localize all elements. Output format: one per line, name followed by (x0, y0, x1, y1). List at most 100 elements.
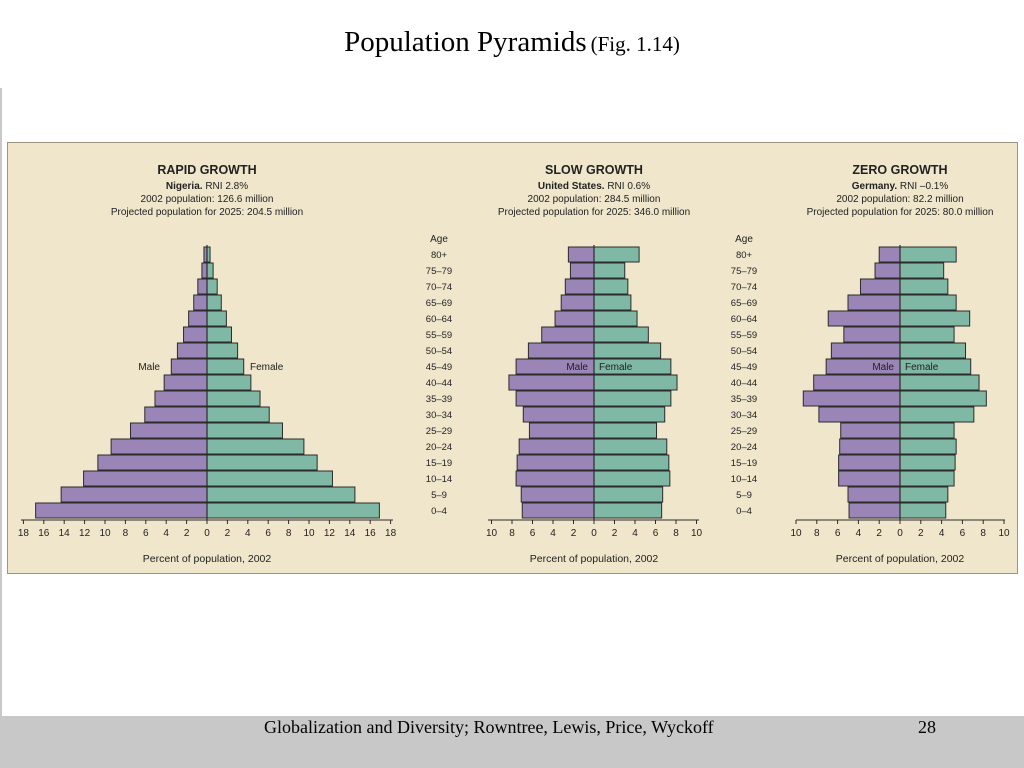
pyramid-3-age-label: 25–29 (731, 426, 757, 437)
pyramid-1-rni: RNI 2.8% (205, 181, 248, 192)
pyramid-3-age-label: 55–59 (731, 330, 757, 341)
pyramid-3-x-tick-label: 4 (856, 528, 862, 539)
pyramid-1-bar-female (206, 470, 333, 487)
pyramid-3-bar-female (899, 262, 945, 279)
slide-title: Population Pyramids (Fig. 1.14) (0, 26, 1024, 59)
pyramid-3-x-tick-label: 10 (998, 528, 1010, 539)
pyramid-2-age-header: Age (430, 234, 448, 245)
pyramid-3-bar-female (899, 438, 957, 455)
pyramid-2-bar-male (515, 390, 595, 407)
pyramid-3-bar-female (899, 422, 955, 439)
pyramid-1-bar-female (206, 262, 214, 279)
pyramid-3-female-label: Female (905, 362, 939, 373)
pyramid-1-projected-2025: Projected population for 2025: 204.5 mil… (111, 207, 303, 218)
pyramid-3-bar-male (818, 406, 901, 423)
pyramid-2-bar-male (518, 438, 595, 455)
pyramid-1-bar-female (206, 406, 270, 423)
pyramid-1-x-tick-label: 6 (265, 528, 271, 539)
pyramid-3-age-label: 80+ (736, 250, 753, 261)
pyramid-3-country: Germany. (852, 181, 900, 192)
pyramid-1-x-tick-label: 12 (79, 528, 91, 539)
pyramid-3-x-tick-label: 6 (960, 528, 966, 539)
pyramid-2-country: United States. (538, 181, 607, 192)
pyramid-3-bar-male (843, 326, 901, 343)
pyramid-2-age-label: 60–64 (426, 314, 452, 325)
pyramid-2-bar-male (554, 310, 595, 327)
pyramid-2-bar-female (593, 310, 638, 327)
pyramid-1-bar-male (154, 390, 208, 407)
pyramid-2-bar-male (516, 454, 595, 471)
pyramid-2-bar-female (593, 326, 649, 343)
pyramid-3-bar-male (874, 262, 901, 279)
pyramid-1-female-label: Female (250, 362, 284, 373)
pyramid-1-population-2002: 2002 population: 126.6 million (141, 194, 274, 205)
pyramid-1-bar-male (188, 310, 208, 327)
pyramid-2-bar-male (522, 406, 595, 423)
pyramid-2-bar-female (593, 422, 658, 439)
slide-title-text: Population Pyramids (344, 26, 587, 58)
pyramid-3-bar-male (838, 470, 901, 487)
pyramid-2-age-label: 65–69 (426, 298, 452, 309)
pyramid-3-age-header: Age (735, 234, 753, 245)
pyramid-3-bar-male (847, 486, 901, 503)
pyramid-2-bar-female (593, 262, 626, 279)
pyramid-1-bar-female (206, 422, 283, 439)
pyramid-1-bar-male (201, 262, 208, 279)
pyramid-3-age-label: 40–44 (731, 378, 757, 389)
pyramid-2-age-label: 15–19 (426, 458, 452, 469)
pyramid-1-bar-female (206, 374, 252, 391)
pyramid-3-bar-female (899, 278, 949, 295)
pyramid-1-male-label: Male (138, 362, 160, 373)
pyramid-1-x-tick-label: 12 (324, 528, 336, 539)
pyramid-2-bar-female (593, 294, 632, 311)
pyramid-3-age-label: 30–34 (731, 410, 757, 421)
pyramid-3-bar-male (847, 294, 901, 311)
pyramid-1-bar-female (206, 486, 356, 503)
pyramid-2-bar-male (521, 502, 595, 519)
pyramid-3-bar-female (899, 246, 957, 263)
slide-footer: Globalization and Diversity; Rowntree, L… (0, 716, 1024, 768)
pyramid-2-population-2002: 2002 population: 284.5 million (528, 194, 661, 205)
pyramid-2-x-tick-label: 6 (653, 528, 659, 539)
pyramid-3-bar-male (830, 342, 901, 359)
pyramid-2-bar-male (569, 262, 595, 279)
pyramid-1-x-tick-label: 4 (163, 528, 169, 539)
pyramid-3-x-tick-label: 10 (790, 528, 802, 539)
pyramid-3-bar-female (899, 454, 956, 471)
pyramid-1-x-tick-label: 14 (344, 528, 356, 539)
pyramid-2-bar-female (593, 486, 664, 503)
pyramid-3-age-label: 20–24 (731, 442, 757, 453)
pyramid-1-bar-male (60, 486, 208, 503)
pyramid-2-x-tick-label: 8 (509, 528, 515, 539)
pyramid-3-x-axis-title: Percent of population, 2002 (836, 553, 965, 565)
pyramid-1-country: Nigeria. (166, 181, 205, 192)
pyramid-1-bar-female (206, 294, 222, 311)
pyramid-1-bar-female (206, 358, 245, 375)
pyramid-1-bar-female (206, 310, 227, 327)
pyramid-3-age-label: 70–74 (731, 282, 757, 293)
pyramid-3-age-label: 0–4 (736, 506, 752, 517)
pyramid-3-x-tick-label: 6 (835, 528, 841, 539)
pyramid-2-projected-2025: Projected population for 2025: 346.0 mil… (498, 207, 690, 218)
pyramid-1-bar-female (206, 390, 261, 407)
pyramid-2-x-tick-label: 2 (571, 528, 577, 539)
pyramid-2-x-tick-label: 2 (612, 528, 618, 539)
pyramid-2-age-label: 10–14 (426, 474, 452, 485)
pyramid-2-rni: RNI 0.6% (607, 181, 650, 192)
pyramid-3-bar-female (899, 374, 980, 391)
pyramid-1-bar-male (35, 502, 208, 519)
pyramid-3-age-label: 75–79 (731, 266, 757, 277)
pyramid-1-x-tick-label: 18 (18, 528, 30, 539)
pyramid-3-bar-female (899, 310, 971, 327)
pyramid-1-bar-male (183, 326, 208, 343)
footer-citation: Globalization and Diversity; Rowntree, L… (264, 717, 714, 737)
page-number: 28 (918, 717, 936, 737)
pyramid-2-bar-female (593, 502, 663, 519)
pyramid-1-bar-female (206, 326, 232, 343)
pyramid-3-bar-female (899, 294, 957, 311)
pyramid-1-x-tick-label: 16 (365, 528, 377, 539)
pyramid-3-country-line: Germany. RNI –0.1% (852, 181, 949, 192)
pyramid-2-age-label: 75–79 (426, 266, 452, 277)
pyramid-1-bar-female (206, 342, 239, 359)
pyramid-1-x-tick-label: 18 (385, 528, 397, 539)
